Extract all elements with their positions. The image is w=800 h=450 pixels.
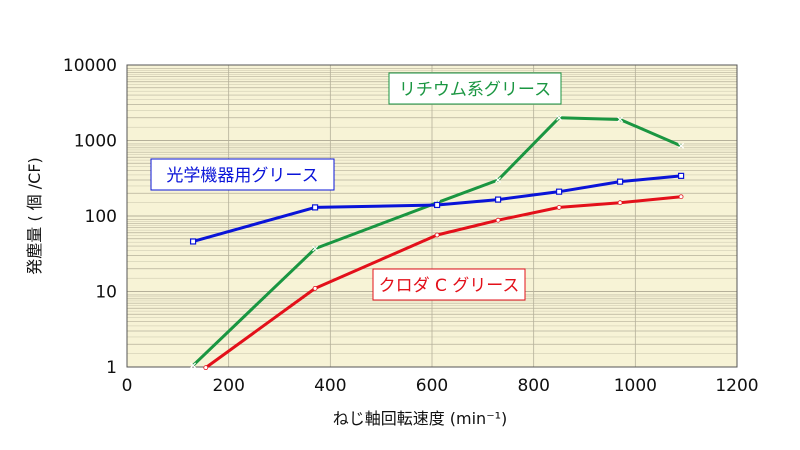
series [189,114,685,371]
x-axis-title: ねじ軸回転速度 (min⁻¹) [333,409,508,428]
data-point [203,365,209,371]
x-tick-labels: 0 200 400 600 800 1000 1200 [122,376,759,396]
grid [126,65,738,368]
series-optical [189,172,685,245]
data-point [495,177,502,183]
plot-border [126,64,738,368]
y-tick-label: 100 [85,207,117,227]
series-label-text: リチウム系グリース [399,80,551,100]
y-axis-title: 発塵量 ( 個 /CF) [25,157,44,275]
y-tick-label: 10000 [63,56,117,76]
x-tick-label: 600 [416,376,448,396]
series-label-kuroda: クロダ C グリース [372,268,526,301]
data-point [312,285,318,291]
data-point [190,362,197,369]
data-point [189,238,197,245]
series-label-box [150,158,335,191]
data-point [312,245,319,252]
series-label-lithium: リチウム系グリース [388,72,562,105]
data-point [617,116,624,123]
series-label-box [388,72,562,105]
data-point [678,142,685,149]
x-tick-label: 0 [122,376,133,396]
series-label-box [372,268,526,301]
y-tick-label: 10 [95,283,117,303]
data-point [616,178,624,185]
data-point [433,201,441,209]
series-label-optical: 光学機器用グリース [150,158,335,191]
x-tick-label: 1000 [614,376,657,396]
x-tick-label: 800 [517,376,549,396]
series-label-text: クロダ C グリース [379,276,520,296]
data-point [494,196,502,203]
x-tick-label: 1200 [715,376,758,396]
series-kuroda [203,194,684,371]
data-point [677,172,685,179]
data-point [311,204,319,211]
data-point [617,200,623,206]
data-point [434,232,440,238]
data-point [678,194,684,200]
y-tick-label: 1000 [74,132,117,152]
data-point [495,217,501,223]
y-tick-labels: 1 10 100 1000 10000 [63,56,117,378]
data-point [555,188,563,195]
x-tick-label: 200 [212,376,244,396]
data-point [556,114,563,121]
x-tick-label: 400 [314,376,346,396]
data-point [556,204,562,210]
y-tick-label: 1 [106,358,117,378]
series-label-text: 光学機器用グリース [166,166,318,186]
series-lithium [190,114,685,369]
